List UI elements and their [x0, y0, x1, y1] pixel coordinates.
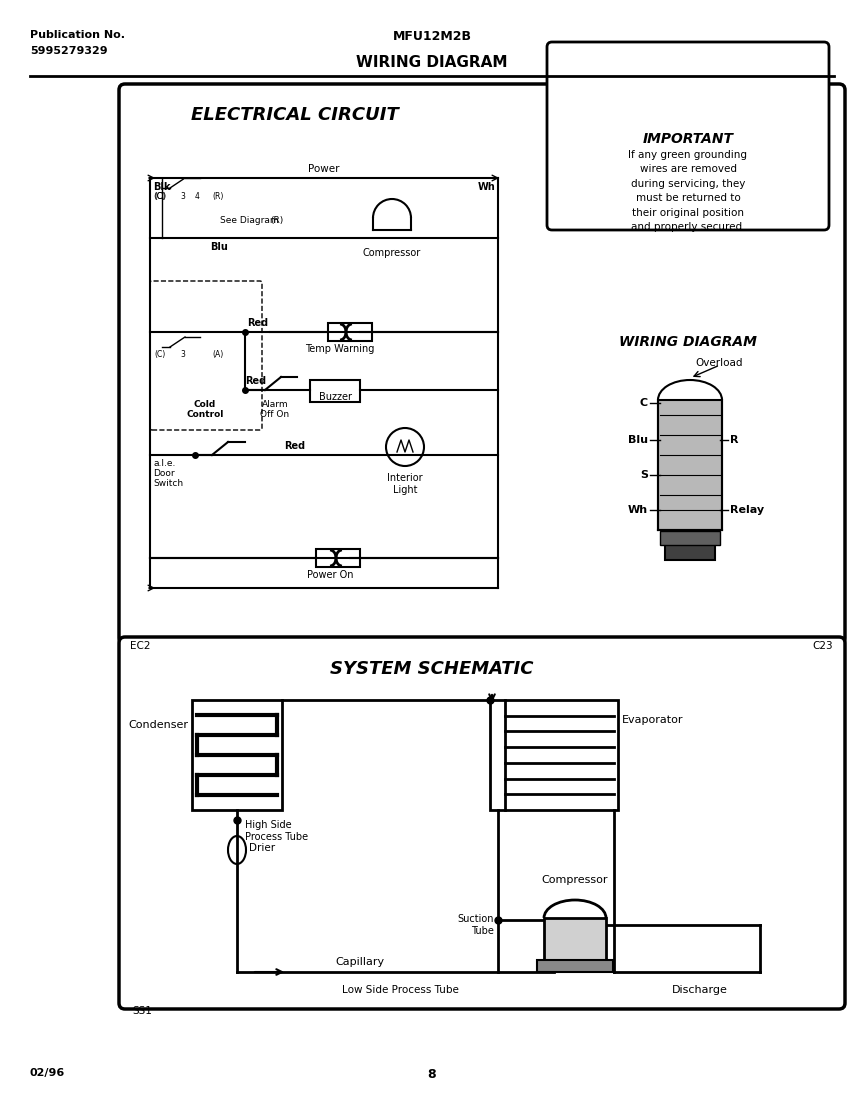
Text: SYSTEM SCHEMATIC: SYSTEM SCHEMATIC	[330, 660, 534, 678]
Text: C23: C23	[812, 641, 833, 651]
Text: Blu: Blu	[210, 242, 228, 251]
Bar	[310, 381, 360, 401]
Text: Relay: Relay	[730, 505, 764, 515]
Bar	[192, 700, 282, 810]
Text: Condenser: Condenser	[128, 720, 188, 730]
Bar	[660, 531, 720, 545]
Text: 4: 4	[195, 192, 200, 201]
Bar	[316, 549, 360, 567]
Circle shape	[386, 428, 424, 465]
Text: (A): (A)	[212, 350, 223, 358]
Text: Alarm
Off On: Alarm Off On	[260, 400, 289, 419]
Text: (R): (R)	[212, 192, 224, 201]
Text: 5995279329: 5995279329	[30, 46, 108, 56]
Text: Red: Red	[247, 318, 268, 328]
Text: Discharge: Discharge	[672, 985, 728, 995]
Text: MFU12M2B: MFU12M2B	[392, 30, 472, 43]
Text: Red: Red	[245, 376, 266, 386]
Text: Temp Warning: Temp Warning	[305, 344, 375, 354]
Text: If any green grounding
wires are removed
during servicing, they
must be returned: If any green grounding wires are removed…	[628, 150, 747, 232]
Text: C: C	[640, 398, 648, 408]
Text: 02/96: 02/96	[30, 1068, 66, 1078]
Text: Suction
Tube: Suction Tube	[458, 914, 494, 935]
FancyBboxPatch shape	[150, 281, 262, 430]
Bar	[328, 323, 372, 341]
Text: Power: Power	[308, 164, 340, 174]
Text: (C): (C)	[154, 350, 165, 358]
Text: See Diagram: See Diagram	[220, 216, 278, 225]
Text: Blk: Blk	[153, 182, 170, 192]
Text: WIRING DIAGRAM: WIRING DIAGRAM	[619, 335, 757, 349]
Text: (R): (R)	[270, 216, 283, 225]
Text: Power On: Power On	[307, 570, 353, 580]
Text: Switch: Switch	[153, 479, 183, 488]
Text: S: S	[640, 470, 648, 480]
Text: High Side
Process Tube: High Side Process Tube	[245, 820, 308, 842]
Bar	[544, 918, 606, 960]
Text: Overload: Overload	[695, 358, 742, 368]
Text: IMPORTANT: IMPORTANT	[643, 132, 734, 146]
FancyBboxPatch shape	[119, 84, 845, 644]
Text: WIRING DIAGRAM: WIRING DIAGRAM	[356, 55, 508, 69]
Text: Low Side Process Tube: Low Side Process Tube	[341, 985, 459, 995]
Text: 3: 3	[180, 192, 185, 201]
Text: Red: Red	[284, 441, 306, 451]
Text: (C): (C)	[154, 192, 165, 201]
Text: Cold
Control: Cold Control	[187, 400, 224, 419]
Text: Publication No.: Publication No.	[30, 30, 125, 40]
Text: Door: Door	[153, 469, 175, 478]
Text: Compressor: Compressor	[363, 248, 421, 258]
Text: a.l.e.: a.l.e.	[153, 459, 175, 468]
Bar	[490, 700, 618, 810]
Text: Interior
Light: Interior Light	[387, 473, 422, 494]
Bar	[658, 400, 722, 531]
Text: ELECTRICAL CIRCUIT: ELECTRICAL CIRCUIT	[191, 106, 399, 124]
Bar	[537, 960, 613, 972]
Text: R: R	[730, 435, 739, 445]
Text: Drier: Drier	[249, 843, 275, 853]
Text: Wh: Wh	[477, 182, 495, 192]
Text: (C): (C)	[153, 192, 166, 201]
Ellipse shape	[228, 836, 246, 864]
Text: Blu: Blu	[628, 435, 648, 445]
Text: Compressor: Compressor	[542, 875, 608, 885]
FancyBboxPatch shape	[547, 42, 829, 231]
FancyBboxPatch shape	[119, 638, 845, 1009]
Bar	[665, 532, 715, 560]
Text: Wh: Wh	[628, 505, 648, 515]
Text: Buzzer: Buzzer	[319, 392, 352, 401]
Text: SS1: SS1	[132, 1006, 152, 1016]
Text: 8: 8	[428, 1068, 436, 1081]
Text: 3: 3	[180, 350, 185, 358]
Text: Evaporator: Evaporator	[622, 715, 683, 725]
Text: EC2: EC2	[130, 641, 150, 651]
Text: Capillary: Capillary	[335, 957, 384, 967]
